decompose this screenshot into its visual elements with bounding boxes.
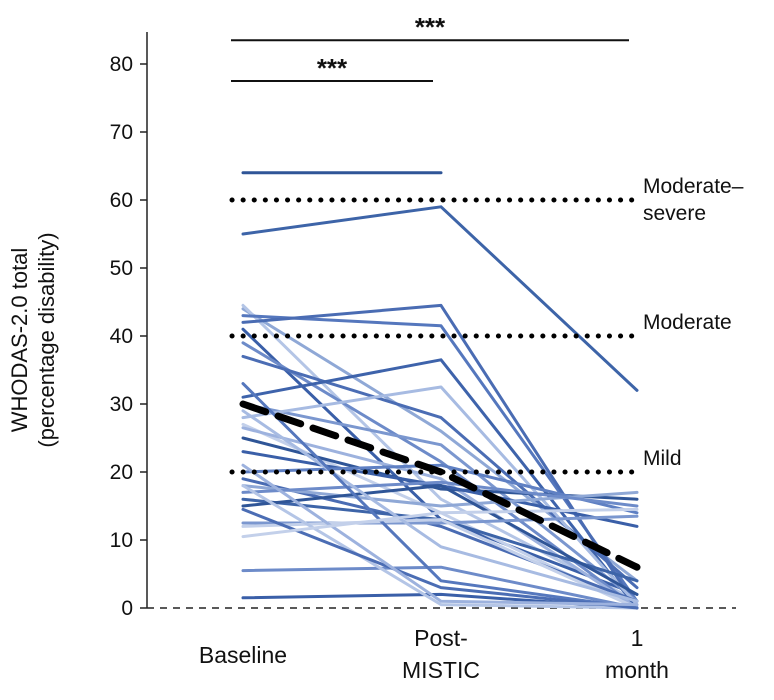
y-tick-label: 80 xyxy=(110,53,133,76)
participant-line xyxy=(241,507,639,539)
participant-line xyxy=(241,507,639,610)
threshold-label: Moderate xyxy=(643,311,732,334)
significance-label: *** xyxy=(415,12,446,42)
y-axis-title-line: (percentage disability) xyxy=(34,232,59,447)
participant-line xyxy=(241,463,639,607)
y-tick-label: 50 xyxy=(110,257,133,280)
participant-line xyxy=(241,314,639,603)
y-tick-label: 10 xyxy=(110,529,133,552)
participant-line xyxy=(241,484,639,596)
x-category-label-1-month: month xyxy=(605,657,669,683)
y-tick-label: 20 xyxy=(110,461,133,484)
threshold-label: Moderate– xyxy=(643,175,744,198)
threshold-label: severe xyxy=(643,202,706,225)
significance-label: *** xyxy=(317,53,348,83)
threshold-label: Mild xyxy=(643,447,682,470)
participant-line xyxy=(241,402,639,603)
participant-line xyxy=(241,303,639,603)
participant-line xyxy=(241,426,639,610)
y-tick-label: 60 xyxy=(110,189,133,212)
participant-line xyxy=(241,565,639,610)
participant-line xyxy=(241,409,639,603)
participant-line xyxy=(241,358,639,610)
participant-line xyxy=(241,480,639,508)
x-category-label-post-mistic: Post- xyxy=(414,625,468,651)
x-category-label-post-mistic: MISTIC xyxy=(402,657,480,683)
participant-line xyxy=(241,303,639,610)
y-tick-label: 40 xyxy=(110,325,133,348)
y-tick-label: 30 xyxy=(110,393,133,416)
mean-line xyxy=(239,400,641,571)
participant-line xyxy=(241,205,639,392)
y-tick-label: 0 xyxy=(121,597,133,620)
y-axis-title-line: WHODAS-2.0 total xyxy=(7,248,32,433)
participant-line xyxy=(241,484,639,610)
y-tick-label: 70 xyxy=(110,121,133,144)
participant-line xyxy=(241,477,639,603)
participant-line xyxy=(241,382,639,610)
y-axis-title: WHODAS-2.0 total (percentage disability) xyxy=(7,232,59,447)
x-category-label-1-month: 1 xyxy=(631,625,644,651)
x-category-label-baseline: Baseline xyxy=(199,642,287,668)
